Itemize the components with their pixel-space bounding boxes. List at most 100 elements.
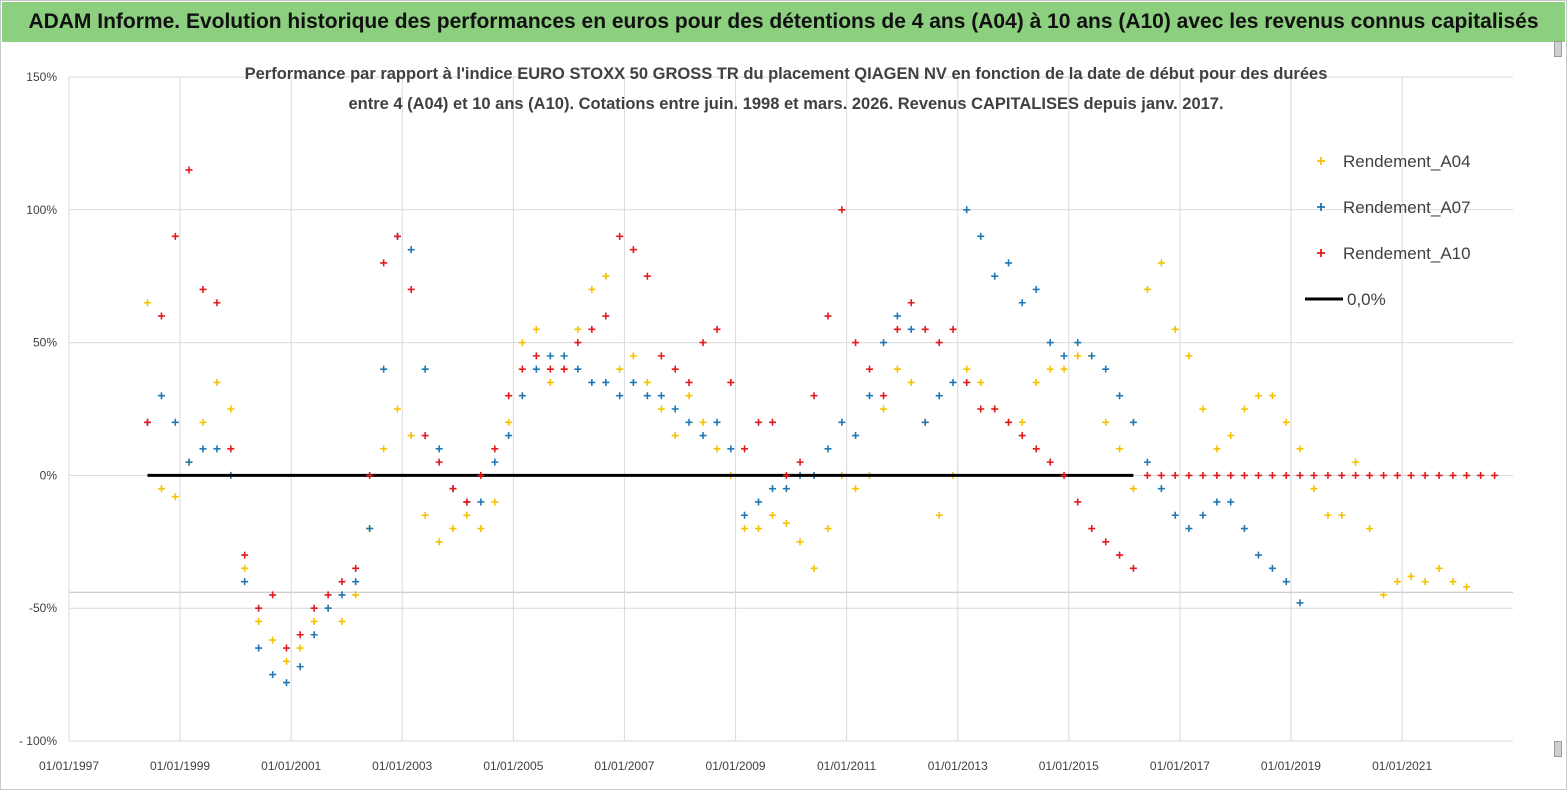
point-rendement-a10	[1421, 471, 1429, 479]
point-rendement-a10	[977, 405, 985, 413]
point-rendement-a10	[699, 339, 707, 347]
point-rendement-a04	[407, 432, 415, 440]
point-rendement-a10	[1338, 471, 1346, 479]
point-rendement-a10	[1491, 471, 1499, 479]
point-rendement-a10	[269, 591, 277, 599]
point-rendement-a04	[352, 591, 360, 599]
point-rendement-a10	[1435, 471, 1443, 479]
point-rendement-a04	[1338, 511, 1346, 519]
point-rendement-a10	[227, 445, 235, 453]
y-tick-label: 150%	[26, 70, 57, 84]
legend-marker-rendement-a04	[1317, 157, 1325, 165]
point-rendement-a10	[810, 392, 818, 400]
point-rendement-a10	[935, 339, 943, 347]
point-rendement-a04	[671, 432, 679, 440]
point-rendement-a10	[560, 365, 568, 373]
point-rendement-a07	[713, 418, 721, 426]
y-tick-label: 50%	[33, 336, 57, 350]
point-rendement-a07	[921, 418, 929, 426]
point-rendement-a10	[185, 166, 193, 174]
point-rendement-a04	[629, 352, 637, 360]
y-tick-label: 0%	[40, 468, 58, 482]
point-rendement-a07	[1143, 458, 1151, 466]
point-rendement-a04	[1213, 445, 1221, 453]
point-rendement-a04	[963, 365, 971, 373]
point-rendement-a04	[699, 418, 707, 426]
point-rendement-a04	[213, 378, 221, 386]
point-rendement-a10	[143, 418, 151, 426]
gridlines	[68, 76, 1513, 742]
point-rendement-a04	[1380, 591, 1388, 599]
point-rendement-a04	[518, 339, 526, 347]
point-rendement-a07	[560, 352, 568, 360]
point-rendement-a10	[838, 206, 846, 214]
resize-handle-bottom-right[interactable]	[1554, 741, 1562, 757]
point-rendement-a04	[1421, 578, 1429, 586]
point-rendement-a04	[643, 378, 651, 386]
point-rendement-a10	[1171, 471, 1179, 479]
point-rendement-a10	[1213, 471, 1221, 479]
point-rendement-a10	[1296, 471, 1304, 479]
point-rendement-a10	[352, 564, 360, 572]
point-rendement-a07	[518, 392, 526, 400]
resize-handle-top-right[interactable]	[1554, 41, 1562, 57]
point-rendement-a07	[435, 445, 443, 453]
point-rendement-a10	[1366, 471, 1374, 479]
point-rendement-a10	[1060, 471, 1068, 479]
point-rendement-a04	[227, 405, 235, 413]
legend-label-rendement-a07: Rendement_A07	[1343, 198, 1471, 217]
point-rendement-a10	[755, 418, 763, 426]
point-rendement-a07	[421, 365, 429, 373]
point-rendement-a10	[157, 312, 165, 320]
point-rendement-a04	[880, 405, 888, 413]
point-rendement-a04	[782, 519, 790, 527]
point-rendement-a10	[852, 339, 860, 347]
x-tick-label: 01/01/2019	[1261, 759, 1321, 773]
point-rendement-a10	[241, 551, 249, 559]
point-rendement-a07	[1074, 339, 1082, 347]
point-rendement-a07	[1213, 498, 1221, 506]
point-rendement-a04	[143, 299, 151, 307]
point-rendement-a07	[171, 418, 179, 426]
point-rendement-a07	[727, 445, 735, 453]
legend-label-rendement-a04: Rendement_A04	[1343, 152, 1471, 171]
point-rendement-a04	[1393, 578, 1401, 586]
point-rendement-a10	[1199, 471, 1207, 479]
point-rendement-a10	[741, 445, 749, 453]
point-rendement-a04	[282, 657, 290, 665]
point-rendement-a04	[1310, 485, 1318, 493]
point-rendement-a10	[657, 352, 665, 360]
point-rendement-a07	[546, 352, 554, 360]
point-rendement-a10	[1254, 471, 1262, 479]
point-rendement-a04	[1060, 365, 1068, 373]
point-rendement-a04	[1102, 418, 1110, 426]
point-rendement-a04	[616, 365, 624, 373]
point-rendement-a10	[727, 378, 735, 386]
point-rendement-a07	[907, 325, 915, 333]
point-rendement-a10	[880, 392, 888, 400]
point-rendement-a10	[532, 352, 540, 360]
point-rendement-a07	[1032, 285, 1040, 293]
point-rendement-a10	[685, 378, 693, 386]
point-rendement-a04	[1296, 445, 1304, 453]
point-rendement-a04	[755, 525, 763, 533]
legend-label-0-0-: 0,0%	[1347, 290, 1386, 309]
point-rendement-a04	[157, 485, 165, 493]
point-rendement-a04	[824, 525, 832, 533]
point-rendement-a10	[491, 445, 499, 453]
point-rendement-a04	[532, 325, 540, 333]
point-rendement-a10	[796, 458, 804, 466]
y-axis-tick-labels: 150% 100% 50% 0% -50% - 100%	[19, 70, 57, 748]
point-rendement-a10	[463, 498, 471, 506]
point-rendement-a10	[921, 325, 929, 333]
point-rendement-a04	[852, 485, 860, 493]
point-rendement-a10	[282, 644, 290, 652]
point-rendement-a10	[366, 471, 374, 479]
point-rendement-a10	[199, 285, 207, 293]
point-rendement-a10	[602, 312, 610, 320]
point-rendement-a10	[991, 405, 999, 413]
point-rendement-a10	[1380, 471, 1388, 479]
point-rendement-a10	[671, 365, 679, 373]
point-rendement-a04	[810, 564, 818, 572]
